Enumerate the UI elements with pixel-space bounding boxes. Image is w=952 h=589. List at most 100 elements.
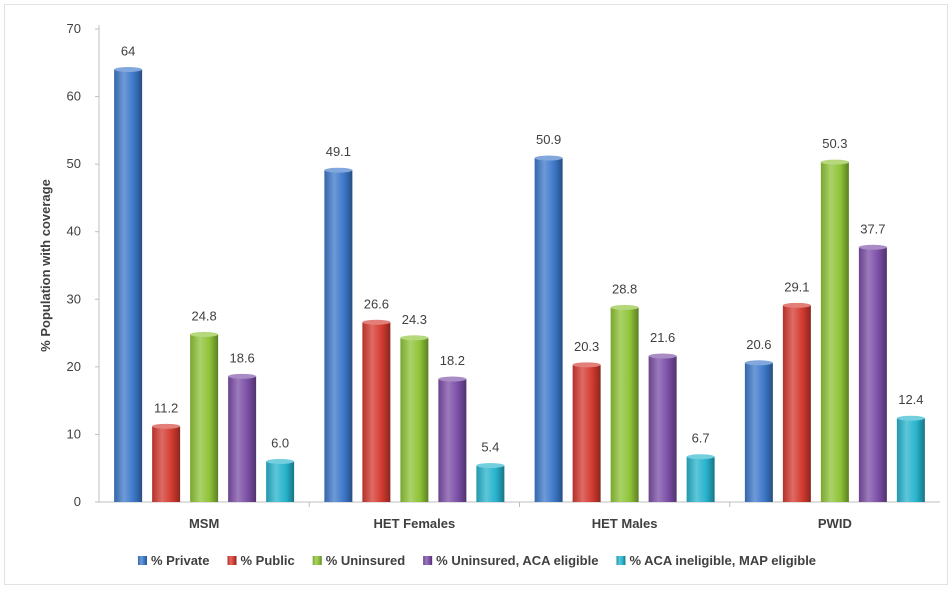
legend: % Private % Public % Uninsured % Uninsured,… [137,553,816,568]
y-tick-label: 40 [67,224,81,239]
y-tick-label: 30 [67,291,81,306]
data-label-pwid-public: 29.1 [784,279,809,294]
data-label-msm-public: 11.2 [154,400,178,415]
bar-cap [476,463,505,469]
data-label-pwid-private: 20.6 [746,337,771,352]
data-label-het-males-uninsured-aca-eligible: 21.6 [650,330,675,345]
x-category-label-pwid: PWID [818,516,852,531]
bar-body [858,247,887,502]
bar-msm-uninsured [190,331,219,502]
bar-body [190,334,219,502]
bar-msm-public [152,423,181,502]
x-category-label-het-females: HET Females [374,516,456,531]
bar-cap [648,353,677,359]
bar-body [744,362,773,502]
bar-het-females-public [362,319,391,502]
bar-cap [820,159,849,165]
bar-body [228,376,257,502]
bar-het-males-private [534,155,563,502]
data-label-het-males-public: 20.3 [574,339,599,354]
bar-cap [610,304,639,310]
bar-cap [896,415,925,421]
bar-pwid-private [744,360,773,502]
legend-swatch [137,556,147,565]
data-label-msm-aca-ineligible-map-eligible: 6.0 [271,435,289,450]
bar-body [896,418,925,502]
data-label-msm-private: 64 [121,44,135,59]
bar-cap [438,376,467,382]
bar-cap [858,244,887,250]
bar-body [324,170,353,502]
data-label-het-females-aca-ineligible-map-eligible: 5.4 [481,440,499,455]
bar-pwid-uninsured [820,159,849,502]
bar-pwid-public [782,302,811,502]
bar-body [648,356,677,502]
bar-chart: 0 10 20 30 40 50 60 70 % Population with coverag… [38,21,940,568]
bar-body [438,379,467,502]
bar-cap [744,360,773,366]
y-axis-label: % Population with coverage [38,179,53,352]
legend-label: % Public [241,553,295,568]
x-category-label-het-males: HET Males [592,516,658,531]
bar-body [820,162,849,502]
bar-cap [324,167,353,173]
bar-het-females-uninsured [400,335,429,502]
data-label-het-females-public: 26.6 [364,296,389,311]
bar-cap [152,423,181,429]
y-tick-label: 0 [74,494,81,509]
legend-swatch [227,556,237,565]
data-label-pwid-uninsured: 50.3 [822,136,847,151]
data-label-pwid-uninsured-aca-eligible: 37.7 [860,221,885,236]
data-labels: 64 11.2 24.8 18.6 6.0 49.1 26.6 24.3 18.2 5.4 50.9… [121,44,924,455]
bar-het-males-uninsured-aca-eligible [648,353,677,502]
bar-cap [114,67,143,73]
bar-cap [266,458,295,464]
legend-item-public: % Public [227,553,295,568]
bar-cap [228,373,257,379]
legend-label: % Uninsured [326,553,406,568]
y-tick-label: 70 [67,21,81,36]
data-label-het-males-private: 50.9 [536,132,561,147]
data-label-het-males-aca-ineligible-map-eligible: 6.7 [692,431,710,446]
data-label-het-females-uninsured-aca-eligible: 18.2 [440,353,465,368]
y-tick-label: 10 [67,426,81,441]
chart-frame: 0 10 20 30 40 50 60 70 % Population with coverag… [4,4,948,585]
bar-cap [362,319,391,325]
bar-msm-uninsured-aca-eligible [228,373,257,502]
bar-body [610,307,639,502]
legend-label: % ACA ineligible, MAP eligible [629,553,816,568]
bar-msm-private [114,67,143,503]
legend-label: % Private [151,553,210,568]
data-label-het-females-uninsured: 24.3 [402,312,427,327]
bar-body [152,426,181,502]
bar-cap [190,331,219,337]
bar-body [782,305,811,502]
bar-body [534,158,563,502]
bar-body [572,364,601,502]
bar-het-males-uninsured [610,304,639,502]
legend-item-aca-ineligible-map-eligible: % ACA ineligible, MAP eligible [616,553,816,568]
data-label-het-females-private: 49.1 [326,144,351,159]
legend-swatch [616,556,626,565]
data-label-msm-uninsured: 24.8 [191,308,216,323]
bar-cap [572,362,601,368]
bar-het-females-aca-ineligible-map-eligible [476,463,505,502]
bar-body [362,322,391,502]
data-label-pwid-aca-ineligible-map-eligible: 12.4 [898,392,923,407]
bar-body [114,69,143,503]
bar-cap [782,302,811,308]
bar-body [400,337,429,502]
bar-het-females-uninsured-aca-eligible [438,376,467,502]
data-label-het-males-uninsured: 28.8 [612,281,637,296]
data-label-msm-uninsured-aca-eligible: 18.6 [229,350,254,365]
bars [114,67,925,503]
y-tick-label: 50 [67,156,81,171]
legend-swatch [312,556,322,565]
legend-item-uninsured: % Uninsured [312,553,406,568]
x-category-label-msm: MSM [189,516,219,531]
bar-het-males-public [572,362,601,502]
bar-het-females-private [324,167,353,502]
bar-body [686,456,715,502]
y-tick-label: 60 [67,89,81,104]
bar-cap [400,335,429,341]
